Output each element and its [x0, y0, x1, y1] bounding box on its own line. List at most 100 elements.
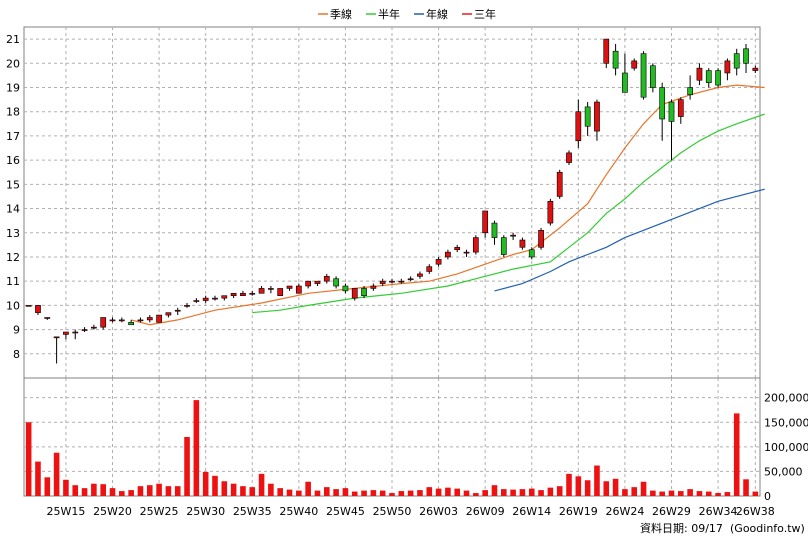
legend-label-0: 季線 — [330, 7, 352, 21]
volume-grid — [23, 377, 761, 497]
candle-body — [733, 53, 740, 69]
x-tick-label: 25W20 — [93, 505, 132, 518]
volume-bar — [659, 491, 665, 496]
price-tick-label: 21 — [6, 33, 20, 46]
candle-body — [417, 273, 423, 277]
volume-bar — [342, 488, 349, 496]
volume-bar — [128, 490, 134, 496]
candle-body — [165, 312, 172, 316]
x-tick-label: 25W25 — [140, 505, 179, 518]
volume-bar — [240, 486, 246, 496]
candle-body — [398, 280, 405, 283]
price-grid — [23, 26, 761, 379]
volume-bar — [44, 477, 51, 496]
candle-body — [510, 234, 516, 237]
volume-bar — [556, 486, 563, 496]
volume-bar — [622, 489, 628, 496]
candle-body — [240, 292, 246, 296]
candle-body — [342, 285, 349, 292]
volume-bar — [519, 489, 526, 496]
volume-bar — [202, 471, 209, 496]
x-tick-label: 25W35 — [233, 505, 272, 518]
volume-tick-label: 150,000 — [764, 416, 808, 429]
volume-bar — [612, 478, 619, 496]
candle-body — [35, 305, 41, 313]
volume-bar — [212, 475, 218, 496]
volume-bar — [314, 490, 321, 496]
volume-bar — [268, 483, 274, 496]
volume-tick-label: 0 — [764, 490, 771, 503]
volume-bar — [696, 491, 703, 496]
volume-bar — [156, 483, 162, 496]
data-date-label: 資料日期: 09/17 — [640, 521, 723, 535]
x-tick-label: 26W19 — [559, 505, 598, 518]
candle-body — [268, 288, 274, 290]
price-tick-label: 16 — [6, 154, 20, 167]
candle-body — [668, 101, 675, 122]
candle-body — [146, 317, 153, 321]
ma-year-line — [494, 188, 765, 292]
volume-bar — [35, 461, 41, 496]
x-tick-label: 25W15 — [46, 505, 85, 518]
volume-bar — [109, 488, 116, 496]
candle-body — [323, 276, 330, 282]
volume-bar — [53, 452, 60, 496]
volume-bar — [119, 491, 125, 496]
candle-body — [594, 101, 600, 132]
volume-bar — [510, 489, 516, 496]
volume-tick-label: 200,000 — [764, 392, 808, 405]
candle-body — [603, 38, 610, 64]
volume-bar — [678, 491, 684, 496]
x-tick-label: 25W50 — [373, 505, 412, 518]
candle-body — [491, 222, 498, 238]
candle-body — [72, 331, 79, 334]
candle-body — [622, 72, 628, 93]
volume-bar — [193, 400, 200, 496]
x-tick-label: 26W09 — [466, 505, 505, 518]
volume-bar — [594, 465, 600, 496]
candle-body — [435, 259, 442, 265]
volume-bar — [501, 489, 507, 496]
x-tick-label: 26W03 — [419, 505, 458, 518]
price-tick-label: 11 — [6, 275, 20, 288]
candle-body — [314, 280, 321, 284]
candle-body — [640, 53, 647, 98]
volume-bar — [640, 481, 647, 496]
volume-bar — [165, 486, 172, 496]
volume-bar — [398, 491, 405, 496]
volume-bar — [650, 490, 656, 496]
candle-body — [81, 329, 88, 331]
candle-body — [305, 280, 312, 287]
volume-bar — [379, 490, 386, 496]
candle-body — [631, 60, 638, 69]
candle-body — [407, 278, 414, 281]
candle-body — [286, 285, 293, 289]
volume-bar — [249, 487, 256, 496]
x-axis-ticks: 25W15 25W20 25W25 25W30 25W35 25W40 25W45 25W50… — [46, 505, 774, 518]
volume-tick-label: 100,000 — [764, 441, 808, 454]
candle-body — [351, 288, 358, 299]
volume-bar — [25, 422, 32, 496]
candle-body — [584, 106, 591, 127]
candle-body — [91, 326, 97, 329]
candle-body — [174, 309, 181, 312]
candle-body — [295, 285, 302, 294]
candle-body — [249, 292, 256, 295]
volume-bar — [426, 487, 433, 496]
candle-body — [566, 152, 572, 163]
price-tick-label: 13 — [6, 227, 20, 240]
legend-label-1: 半年 — [378, 7, 400, 21]
candle-body — [687, 87, 693, 96]
x-tick-label: 25W30 — [186, 505, 225, 518]
x-tick-label: 26W29 — [652, 505, 691, 518]
candle-body — [258, 288, 265, 294]
legend: 季線 半年 年線 三年 — [318, 7, 496, 21]
candlesticks — [25, 38, 759, 364]
candle-body — [538, 230, 544, 248]
x-tick-label: 25W45 — [326, 505, 365, 518]
volume-bar — [454, 488, 461, 496]
volume-tick-label: 50,000 — [764, 465, 803, 478]
candle-body — [677, 99, 684, 117]
volume-bar — [538, 490, 544, 496]
candle-body — [184, 305, 190, 307]
